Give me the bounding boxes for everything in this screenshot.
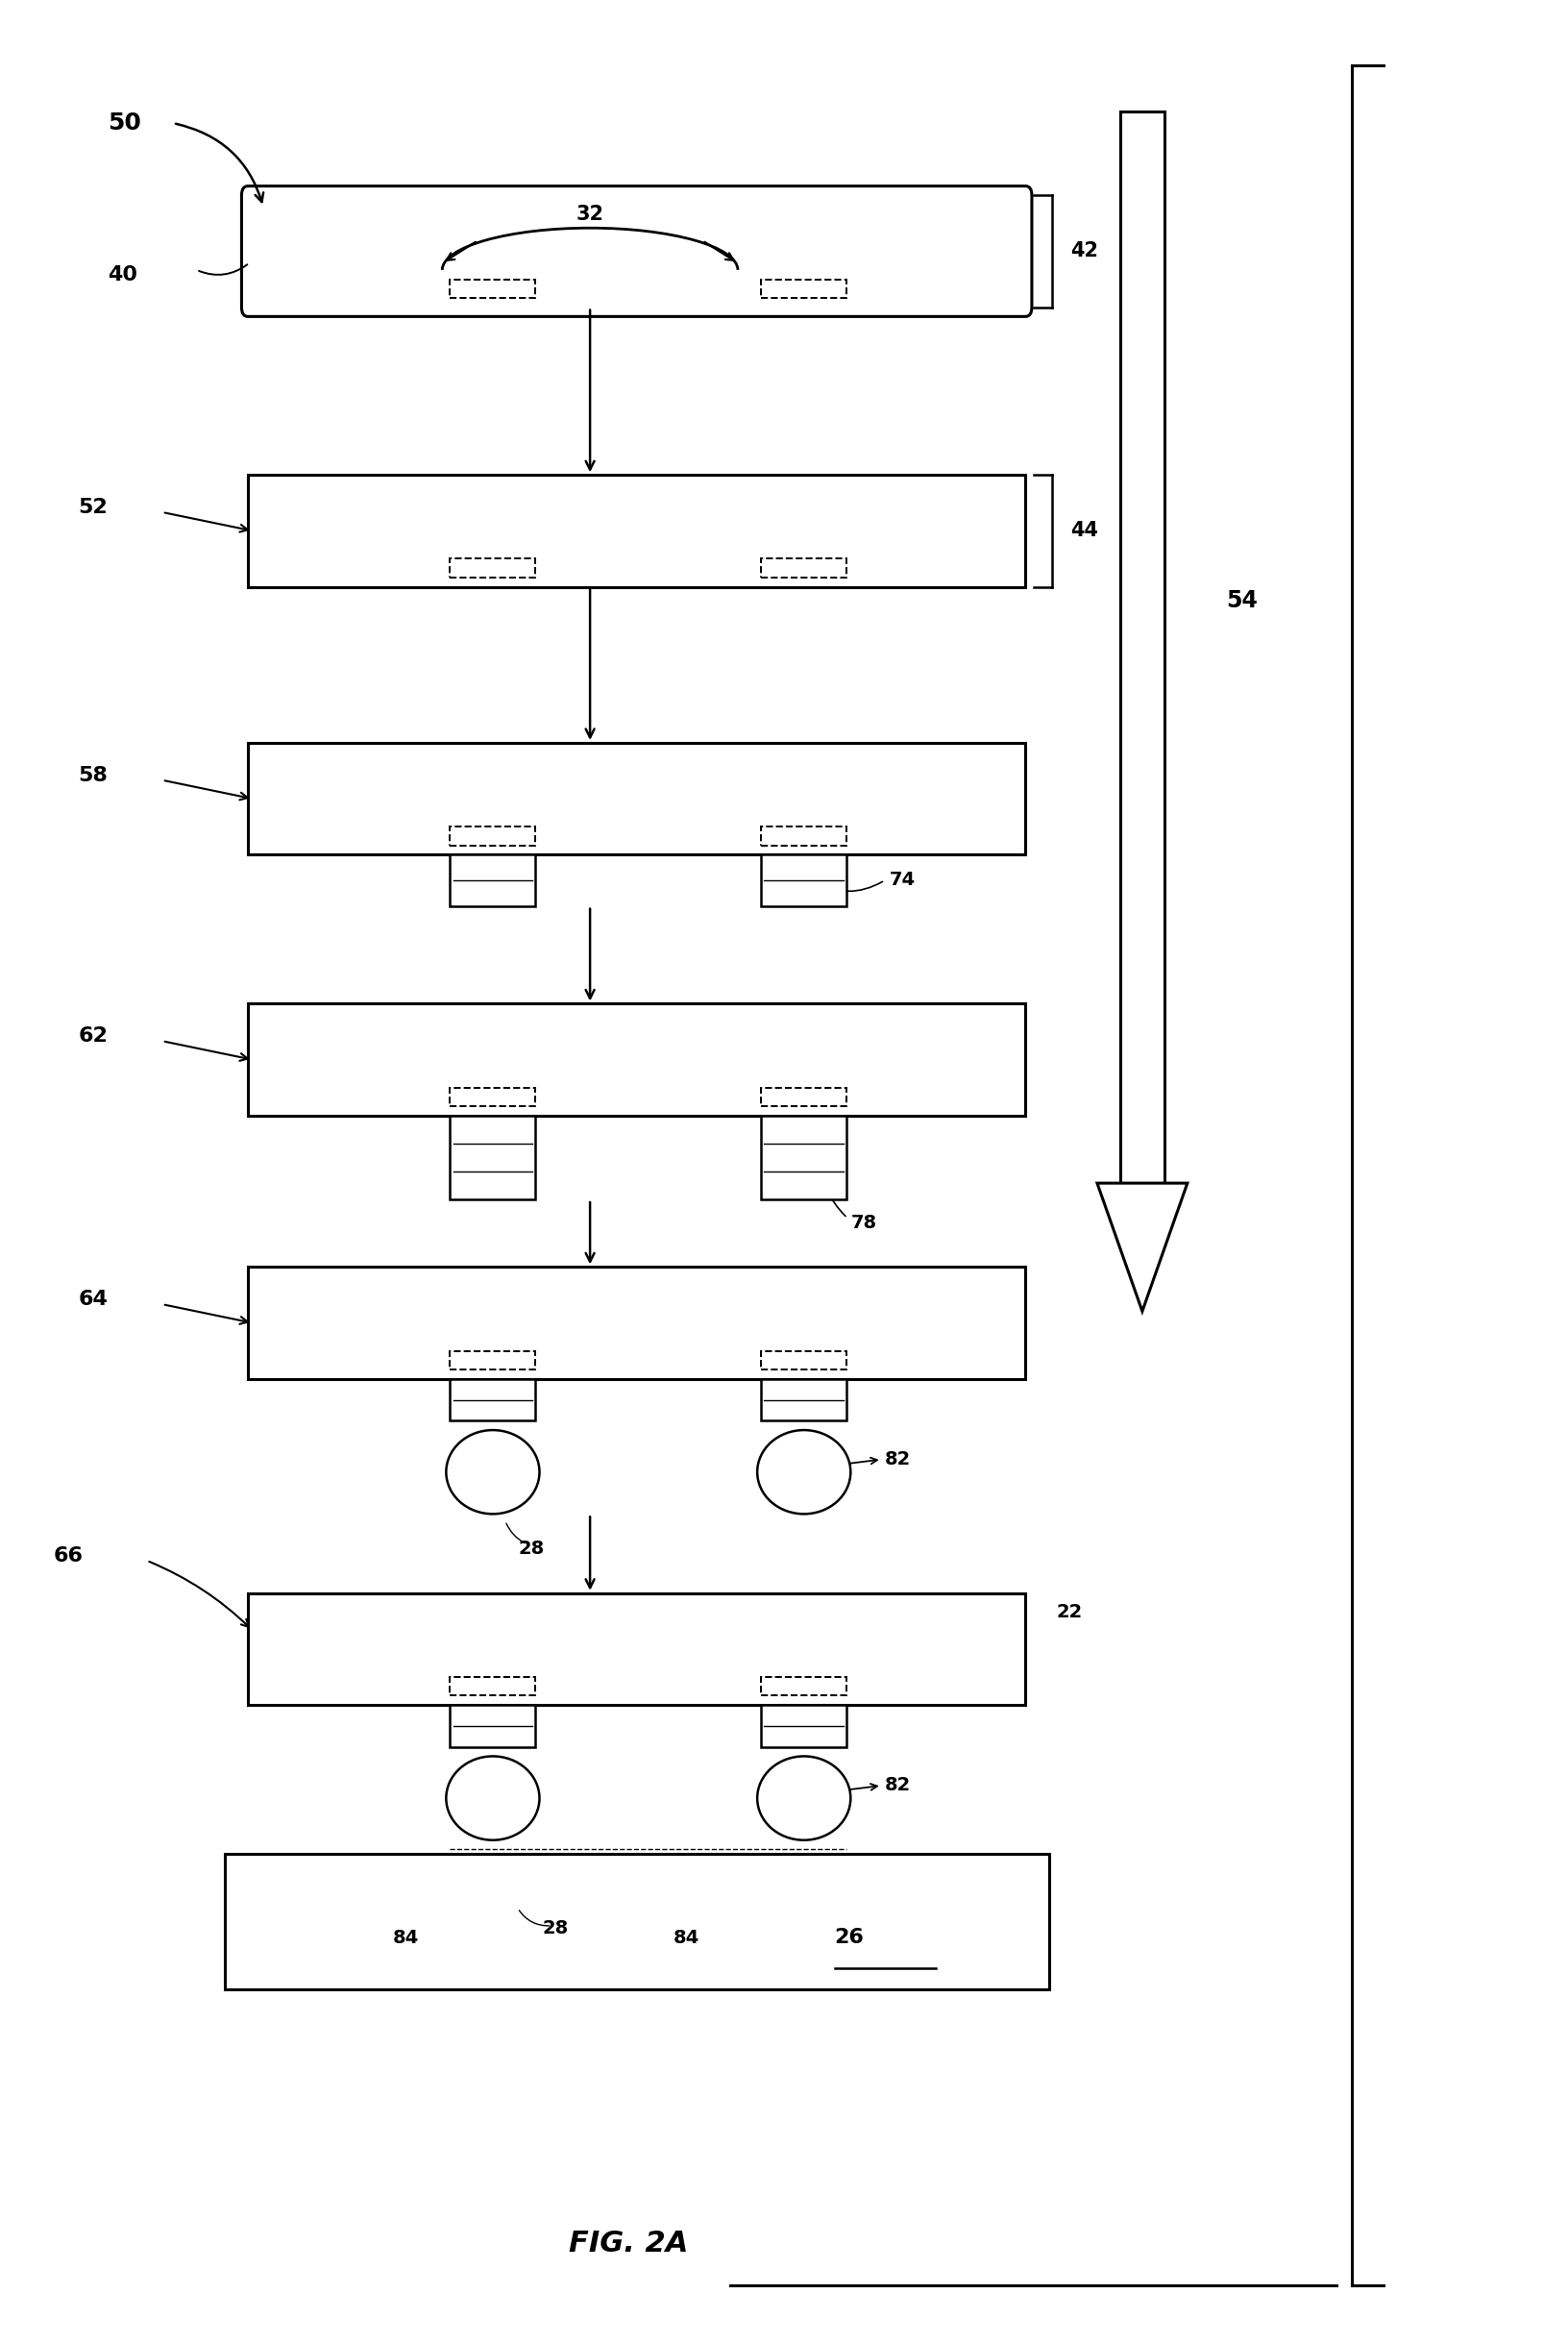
Bar [248,1003,1025,1115]
Bar [760,1115,847,1200]
Bar [248,1268,1025,1378]
Polygon shape [1096,1183,1187,1312]
Bar [450,558,535,576]
Text: 32: 32 [575,204,604,225]
Bar [1120,112,1163,1183]
Text: 54: 54 [1226,588,1258,612]
Bar [248,743,1025,855]
Text: 84: 84 [673,1928,699,1947]
Bar [450,1115,535,1200]
Text: 78: 78 [850,1214,877,1232]
Text: 82: 82 [884,1776,911,1795]
Bar [450,1378,535,1420]
Bar [450,827,535,846]
Bar [760,1352,847,1371]
Ellipse shape [757,1429,850,1514]
Bar [248,476,1025,586]
Text: 28: 28 [541,1919,568,1938]
Bar [760,827,847,846]
Bar [760,855,847,907]
Bar [760,279,847,298]
Bar [450,1678,535,1696]
Text: 84: 84 [392,1928,419,1947]
Text: 28: 28 [519,1539,544,1558]
Text: 64: 64 [78,1291,108,1310]
Ellipse shape [445,1757,539,1839]
Bar [760,1087,847,1106]
Text: 50: 50 [108,112,141,134]
Ellipse shape [757,1757,850,1839]
Text: 42: 42 [1069,241,1098,260]
Bar [450,279,535,298]
Bar [450,1706,535,1748]
Bar [760,1378,847,1420]
Text: 82: 82 [884,1450,911,1469]
Ellipse shape [445,1429,539,1514]
Text: 52: 52 [78,499,108,518]
Text: 74: 74 [889,872,916,890]
Bar [450,1352,535,1371]
Text: FIG. 2A: FIG. 2A [569,2228,688,2256]
Bar [760,1706,847,1748]
Text: 58: 58 [78,766,108,785]
Text: 44: 44 [1069,520,1098,541]
Bar [760,1678,847,1696]
Bar [760,558,847,576]
Text: 40: 40 [108,265,138,284]
Bar [224,1853,1049,1989]
Text: 62: 62 [78,1026,108,1045]
Text: 22: 22 [1057,1603,1082,1621]
Bar [450,1087,535,1106]
Text: 66: 66 [53,1546,83,1565]
Bar [248,1593,1025,1706]
FancyBboxPatch shape [241,185,1032,316]
Text: 26: 26 [834,1928,864,1947]
Bar [450,855,535,907]
